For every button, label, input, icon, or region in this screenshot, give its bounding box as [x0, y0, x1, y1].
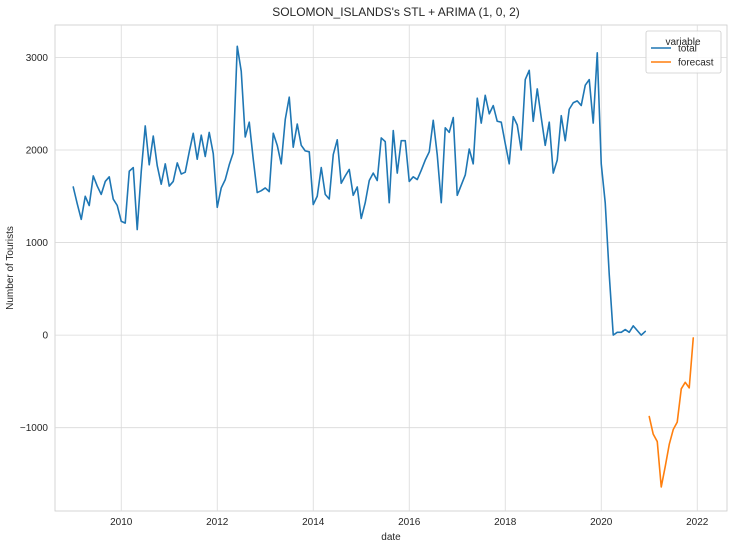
y-tick-label: 1000 — [26, 238, 49, 249]
y-tick-label: 3000 — [26, 53, 49, 64]
tick-labels: 2010 2012 2014 2016 2018 2020 2022 −1000 0 1000 20… — [20, 53, 709, 528]
x-axis-title: date — [381, 532, 401, 543]
x-tick-label: 2010 — [110, 517, 133, 528]
y-axis-title: Number of Tourists — [5, 226, 16, 310]
legend-title: variable — [665, 37, 700, 48]
chart-title: SOLOMON_ISLANDS's STL + ARIMA (1, 0, 2) — [272, 5, 520, 19]
legend-label-forecast: forecast — [678, 58, 714, 69]
y-tick-label: 0 — [42, 331, 48, 342]
series-line-forecast — [648, 337, 695, 488]
legend: variable total forecast — [645, 30, 722, 74]
x-tick-label: 2014 — [302, 517, 325, 528]
x-tick-label: 2020 — [590, 517, 613, 528]
plot-area — [54, 24, 728, 512]
x-tick-label: 2016 — [398, 517, 421, 528]
y-tick-label: 2000 — [26, 145, 49, 156]
grid-lines — [55, 25, 727, 511]
x-tick-label: 2018 — [494, 517, 517, 528]
x-tick-label: 2012 — [206, 517, 229, 528]
legend-label-total: total — [678, 44, 697, 55]
series-line-total — [72, 45, 647, 336]
x-tick-label: 2022 — [686, 517, 709, 528]
y-tick-label: −1000 — [20, 423, 49, 434]
series-lines — [72, 45, 695, 488]
